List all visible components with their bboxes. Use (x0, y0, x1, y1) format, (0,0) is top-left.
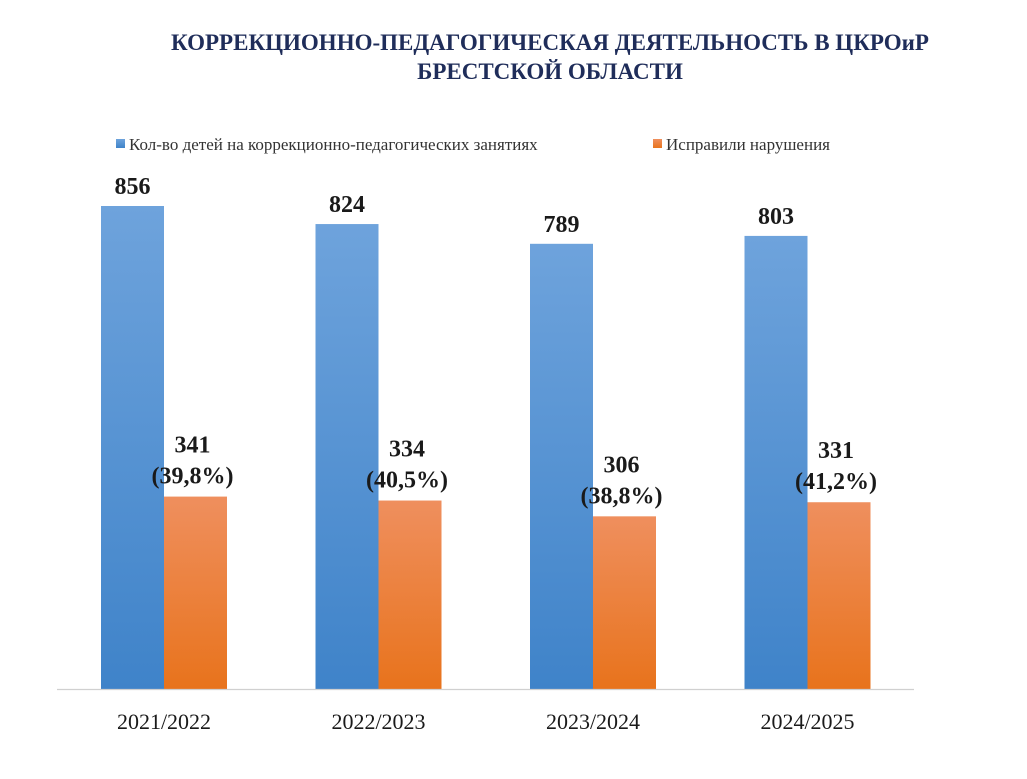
data-label-total-2021-2022: 856 (115, 174, 151, 200)
bars (101, 206, 871, 689)
chart-title-line-1: КОРРЕКЦИОННО-ПЕДАГОГИЧЕСКАЯ ДЕЯТЕЛЬНОСТЬ… (171, 30, 929, 55)
x-tick-label: 2024/2025 (760, 709, 854, 734)
legend: Кол-во детей на коррекционно-педагогичес… (116, 135, 830, 154)
data-label-total-2023-2024: 789 (544, 212, 580, 238)
bar-corrected-2022-2023 (378, 500, 442, 689)
data-labels: 856 341 (39,8%) 824 334 (40,5%) 789 306 (38,8%) 8… (115, 174, 877, 509)
bar-corrected-2021-2022 (164, 496, 227, 689)
bar-total-2021-2022 (101, 206, 164, 689)
legend-label-corrected: Исправили нарушения (666, 135, 830, 154)
legend-swatch-corrected (653, 139, 662, 148)
data-label-corrected-2023-2024: 306 (38,8%) (581, 452, 663, 509)
bar-total-2023-2024 (530, 243, 593, 689)
legend-swatch-total (116, 139, 125, 148)
chart-title-line-2: БРЕСТСКОЙ ОБЛАСТИ (417, 59, 683, 84)
data-label-total-2024-2025: 803 (758, 204, 794, 230)
bar-total-2022-2023 (315, 224, 379, 689)
x-tick-label: 2022/2023 (331, 709, 425, 734)
data-label-total-2022-2023: 824 (329, 192, 365, 218)
legend-label-total: Кол-во детей на коррекционно-педагогичес… (129, 135, 538, 154)
bar-corrected-2024-2025 (807, 502, 871, 689)
data-label-corrected-2022-2023: 334 (40,5%) (366, 437, 448, 494)
x-tick-label: 2021/2022 (117, 709, 211, 734)
x-tick-labels: 2021/2022 2022/2023 2023/2024 2024/2025 (117, 709, 855, 734)
data-label-corrected-2021-2022: 341 (39,8%) (152, 433, 234, 490)
bar-total-2024-2025 (744, 235, 808, 689)
bar-corrected-2023-2024 (593, 516, 656, 689)
x-tick-label: 2023/2024 (546, 709, 640, 734)
data-label-corrected-2024-2025: 331 (41,2%) (795, 438, 877, 495)
